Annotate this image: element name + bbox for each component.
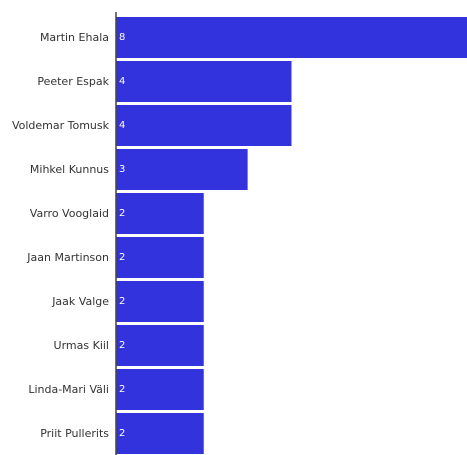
- value-label-2: 4: [119, 120, 125, 131]
- category-label-9: Priit Pullerits: [40, 427, 109, 440]
- value-label-4: 2: [119, 208, 125, 219]
- bar-8: [116, 369, 204, 410]
- bar-2: [116, 105, 292, 146]
- value-labels-group: 8 4 4 3 2 2 2 2 2 2: [119, 32, 125, 439]
- value-label-6: 2: [119, 296, 125, 307]
- category-label-0: Martin Ehala: [40, 31, 109, 44]
- value-label-1: 4: [119, 76, 125, 87]
- value-label-0: 8: [119, 32, 125, 43]
- value-label-5: 2: [119, 252, 125, 263]
- category-label-8: Linda-Mari Väli: [28, 383, 109, 396]
- category-label-5: Jaan Martinson: [26, 251, 109, 264]
- category-label-2: Voldemar Tomusk: [12, 119, 110, 132]
- value-label-9: 2: [119, 428, 125, 439]
- bar-0: [116, 17, 467, 58]
- bars-group: [116, 17, 467, 454]
- bar-7: [116, 325, 204, 366]
- category-label-6: Jaak Valge: [51, 295, 109, 308]
- category-label-7: Urmas Kiil: [54, 339, 109, 352]
- category-labels-group: Martin Ehala Peeter Espak Voldemar Tomusk M…: [12, 31, 110, 440]
- value-label-3: 3: [119, 164, 125, 175]
- category-label-4: Varro Vooglaid: [30, 207, 109, 220]
- bar-3: [116, 149, 248, 190]
- bar-9: [116, 413, 204, 454]
- bar-1: [116, 61, 292, 102]
- category-label-1: Peeter Espak: [37, 75, 109, 88]
- category-label-3: Mihkel Kunnus: [30, 163, 109, 176]
- value-label-8: 2: [119, 384, 125, 395]
- value-label-7: 2: [119, 340, 125, 351]
- bar-6: [116, 281, 204, 322]
- bar-5: [116, 237, 204, 278]
- bar-4: [116, 193, 204, 234]
